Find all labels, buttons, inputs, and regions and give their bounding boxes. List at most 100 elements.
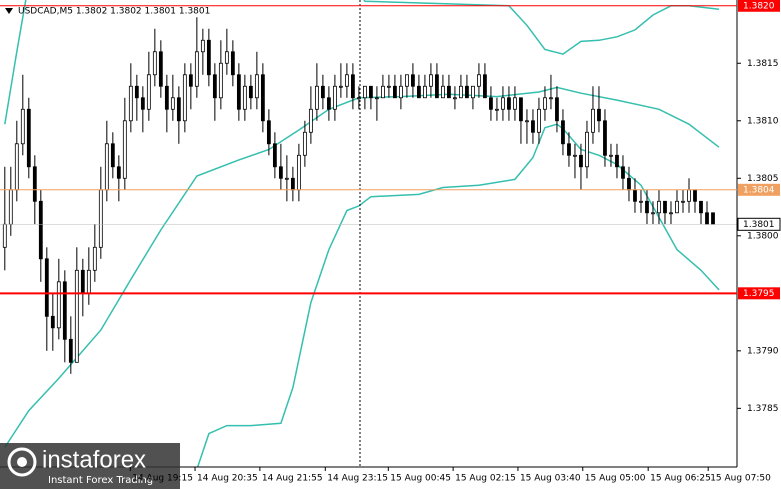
plot-area xyxy=(0,0,737,467)
candle-body xyxy=(459,85,463,99)
candle-body xyxy=(405,74,409,87)
candle-body xyxy=(242,85,247,110)
candle-body xyxy=(621,166,625,179)
y-tick-label: 1.3815 xyxy=(747,59,779,69)
candle-body xyxy=(381,85,385,99)
candle-body xyxy=(338,85,343,88)
candle-body xyxy=(561,120,565,145)
candle-body xyxy=(651,212,655,215)
level-label: 1.3820 xyxy=(743,1,775,11)
candle-body xyxy=(399,85,403,99)
candle-body xyxy=(116,166,121,179)
candle-body xyxy=(200,39,205,53)
band-line xyxy=(196,123,720,467)
candle-body xyxy=(14,143,19,191)
candle-body xyxy=(344,74,349,87)
brand: instaforex xyxy=(42,446,146,473)
level-label-bg xyxy=(738,287,780,300)
candle-body xyxy=(290,177,295,191)
candle-body xyxy=(308,108,313,133)
candle-body xyxy=(272,143,277,168)
logo-icon xyxy=(7,447,37,477)
candle-body xyxy=(302,131,307,156)
candle-body xyxy=(356,97,361,100)
candle-body xyxy=(417,85,421,99)
candle-body xyxy=(663,200,667,214)
y-tick-label: 1.3800 xyxy=(747,231,779,241)
candle-body xyxy=(555,97,559,122)
candle-body xyxy=(152,51,157,76)
level-label-bg xyxy=(738,0,780,12)
candle-body xyxy=(537,108,541,133)
candle-body xyxy=(507,97,511,110)
candle-body xyxy=(146,74,151,110)
candle-body xyxy=(134,85,139,99)
candle-body xyxy=(98,189,103,248)
candle-body xyxy=(56,281,61,329)
candle-body xyxy=(236,74,241,110)
price-label: 1.3801 xyxy=(743,220,775,230)
candle-body xyxy=(627,177,631,191)
candle-body xyxy=(284,177,289,180)
candle-body xyxy=(164,85,169,110)
candle-body xyxy=(531,120,535,133)
candle-body xyxy=(579,154,583,168)
candle-body xyxy=(230,51,235,76)
candle-body xyxy=(543,97,547,110)
level-label: 1.3804 xyxy=(743,185,775,195)
candle-body xyxy=(453,97,457,100)
candle-body xyxy=(158,51,163,87)
x-tick-label: 15 Aug 02:15 xyxy=(455,474,516,484)
candle-body xyxy=(278,166,283,179)
candle-body xyxy=(104,143,109,191)
candle-body xyxy=(350,74,355,99)
candle-body xyxy=(320,85,325,99)
candle-body xyxy=(326,97,331,110)
candle-body xyxy=(393,85,397,99)
x-tick-label: 15 Aug 00:45 xyxy=(390,474,451,484)
x-tick-label: 14 Aug 19:15 xyxy=(132,474,193,484)
candle-body xyxy=(657,200,661,214)
candle-body xyxy=(465,85,469,99)
candle-body xyxy=(194,51,199,87)
x-tick-label: 15 Aug 06:25 xyxy=(650,474,711,484)
tagline: Instant Forex Trading xyxy=(48,475,153,486)
candle-body xyxy=(519,97,523,122)
candle-body xyxy=(645,200,649,214)
candle-body xyxy=(218,62,223,99)
level-label: 1.3795 xyxy=(743,289,775,299)
candle-body xyxy=(44,258,49,317)
candle-body xyxy=(387,85,391,88)
candle-body xyxy=(369,85,373,99)
candle-body xyxy=(705,212,709,225)
candle-body xyxy=(86,269,91,294)
candle-body xyxy=(375,97,379,100)
candle-body xyxy=(362,85,367,99)
candle-body xyxy=(639,200,643,203)
candle-body xyxy=(423,85,427,99)
candle-body xyxy=(675,200,679,214)
candle-body xyxy=(212,74,217,99)
y-tick-label: 1.3785 xyxy=(747,404,779,414)
candle-body xyxy=(140,97,145,110)
candle-body xyxy=(567,143,571,156)
candle-body xyxy=(591,108,595,133)
candle-body xyxy=(128,85,133,122)
candle-body xyxy=(176,97,181,122)
candle-body xyxy=(74,269,79,363)
candle-body xyxy=(50,315,55,329)
candle-body xyxy=(549,97,553,100)
band-line xyxy=(4,0,720,125)
candle-body xyxy=(92,246,97,271)
y-tick-label: 1.3805 xyxy=(747,174,779,184)
candle-body xyxy=(188,74,193,87)
x-tick-label: 15 Aug 05:00 xyxy=(585,474,646,484)
candle-body xyxy=(332,85,337,110)
candle-body xyxy=(699,200,703,214)
candle-body xyxy=(62,281,67,340)
candle-body xyxy=(80,269,85,294)
candle-body xyxy=(122,120,127,179)
candle-body xyxy=(435,74,439,99)
candle-body xyxy=(110,143,115,168)
